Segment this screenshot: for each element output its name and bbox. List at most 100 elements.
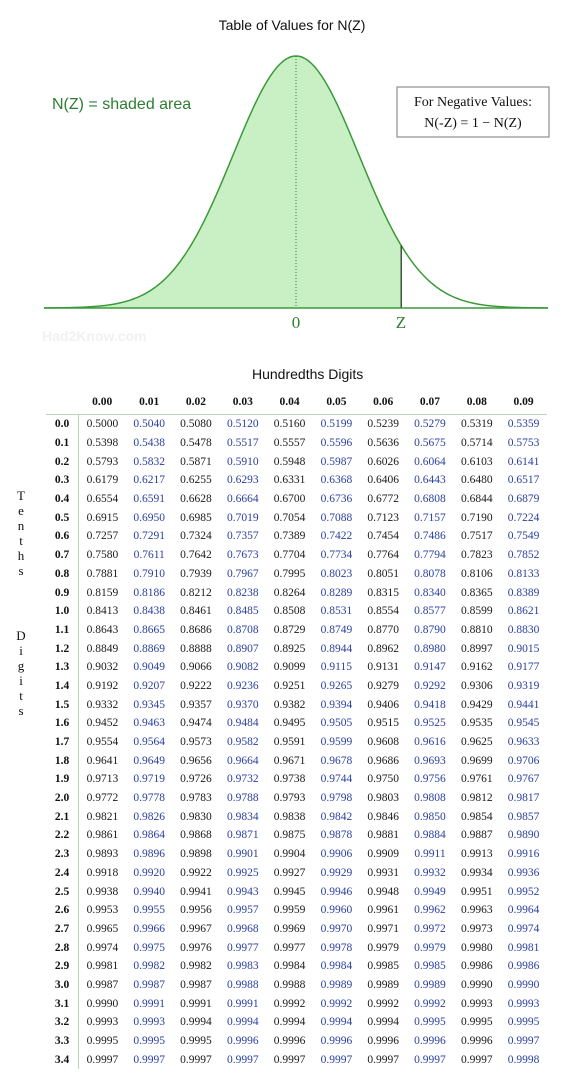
side-letter: D xyxy=(16,628,26,643)
table-cell: 0.9927 xyxy=(273,866,306,879)
table-row: 0.6 0.7257 0.7291 0.7324 0.7357 0.7389 0.7422 0… xyxy=(46,527,547,546)
corner-cell xyxy=(46,390,79,415)
table-cell: 0.7190 xyxy=(460,511,493,524)
table-cell: 0.9306 xyxy=(460,679,493,692)
table-cell: 0.9871 xyxy=(226,829,259,842)
table-cell: 0.9906 xyxy=(320,848,353,861)
table-cell: 0.9854 xyxy=(460,810,493,823)
table-cell: 0.6772 xyxy=(367,493,399,506)
table-cell: 0.8665 xyxy=(133,623,165,636)
side-letter: i xyxy=(19,643,23,658)
table-cell: 0.9922 xyxy=(180,866,212,879)
table-cell: 0.9772 xyxy=(86,792,119,805)
table-cell: 0.9974 xyxy=(86,941,119,954)
shaded-area-label: N(Z) = shaded area xyxy=(52,96,191,113)
row-header: 2.6 xyxy=(46,900,79,920)
table-cell: 0.9987 xyxy=(133,978,165,991)
table-cell: 0.9996 xyxy=(414,1035,446,1048)
table-cell: 0.8238 xyxy=(226,586,259,599)
table-cell: 0.9535 xyxy=(460,717,493,730)
table-row: 3.1 0.9990 0.9991 0.9991 0.9991 0.9992 0.9992 0… xyxy=(46,994,547,1013)
row-header: 1.7 xyxy=(46,732,79,752)
table-row: 0.2 0.5793 0.5832 0.5871 0.5910 0.5948 0.5987 0… xyxy=(46,452,547,472)
table-cell: 0.9783 xyxy=(180,792,212,805)
side-letter: s xyxy=(18,703,24,718)
table-cell: 0.9887 xyxy=(460,829,493,842)
table-cell: 0.9985 xyxy=(367,960,399,973)
axis-z-label: Z xyxy=(396,313,406,332)
table-cell: 0.9994 xyxy=(367,1016,399,1029)
column-header: 0.00 xyxy=(92,396,113,408)
table-cell: 0.9911 xyxy=(414,848,446,861)
table-cell: 0.6331 xyxy=(273,474,306,487)
table-cell: 0.9994 xyxy=(226,1016,259,1029)
table-cell: 0.9957 xyxy=(226,904,259,917)
table-cell: 0.9932 xyxy=(414,866,446,879)
table-cell: 0.6844 xyxy=(460,493,493,506)
table-cell: 0.9898 xyxy=(180,848,212,861)
page-title: Table of Values for N(Z) xyxy=(219,17,366,33)
row-header: 1.8 xyxy=(46,751,79,771)
row-header: 2.4 xyxy=(46,863,79,883)
table-cell: 0.9319 xyxy=(507,679,540,692)
table-cell: 0.9960 xyxy=(320,904,353,917)
table-cell: 0.9896 xyxy=(133,848,165,861)
table-cell: 0.9798 xyxy=(320,792,353,805)
column-header: 0.07 xyxy=(419,396,441,408)
table-cell: 0.9633 xyxy=(507,736,540,749)
table-cell: 0.9993 xyxy=(133,1016,165,1029)
table-body: 0.0 0.5000 0.5040 0.5080 0.5120 0.5160 0.5199 0… xyxy=(46,413,547,1070)
side-letter: g xyxy=(17,658,25,673)
table-cell: 0.5438 xyxy=(133,437,165,450)
table-cell: 0.7224 xyxy=(507,511,540,524)
table-cell: 0.9778 xyxy=(133,792,165,805)
table-cell: 0.9131 xyxy=(367,661,399,674)
table-cell: 0.9995 xyxy=(86,1035,119,1048)
table-cell: 0.9995 xyxy=(414,1016,446,1029)
table-cell: 0.9989 xyxy=(414,978,446,991)
table-row: 2.7 0.9965 0.9966 0.9967 0.9968 0.9969 0.9970 0… xyxy=(46,919,547,939)
table-cell: 0.9292 xyxy=(414,679,446,692)
table-cell: 0.9236 xyxy=(226,679,259,692)
row-header: 2.9 xyxy=(46,956,79,976)
table-cell: 0.7580 xyxy=(86,549,119,562)
table-cell: 0.9857 xyxy=(507,810,540,823)
table-cell: 0.7704 xyxy=(273,549,306,562)
table-cell: 0.9945 xyxy=(273,885,306,898)
table-row: 2.6 0.9953 0.9955 0.9956 0.9957 0.9959 0.9960 0… xyxy=(46,900,547,920)
table-cell: 0.8365 xyxy=(460,586,493,599)
table-cell: 0.9625 xyxy=(460,736,493,749)
table-cell: 0.9251 xyxy=(273,679,306,692)
table-row: 1.9 0.9713 0.9719 0.9726 0.9732 0.9738 0.9744 0… xyxy=(46,770,547,789)
table-cell: 0.7881 xyxy=(86,567,119,580)
table-cell: 0.9693 xyxy=(414,754,446,767)
table-cell: 0.9115 xyxy=(320,661,352,674)
table-cell: 0.9929 xyxy=(320,866,353,879)
table-cell: 0.6591 xyxy=(133,493,165,506)
table-row: 0.0 0.5000 0.5040 0.5080 0.5120 0.5160 0.5199 0… xyxy=(46,413,547,434)
table-cell: 0.9981 xyxy=(507,941,540,954)
column-header: 0.05 xyxy=(326,396,347,408)
table-cell: 0.6443 xyxy=(414,474,446,487)
table-cell: 0.5160 xyxy=(266,413,313,434)
row-header: 0.3 xyxy=(46,471,79,490)
table-cell: 0.9992 xyxy=(273,997,306,1010)
table-cell: 0.9222 xyxy=(180,679,212,692)
table-cell: 0.9982 xyxy=(180,960,212,973)
table-cell: 0.9987 xyxy=(180,978,212,991)
side-letter: t xyxy=(19,533,23,548)
table-cell: 0.5832 xyxy=(133,455,165,468)
table-cell: 0.9976 xyxy=(180,941,212,954)
table-cell: 0.8888 xyxy=(180,642,212,655)
table-cell: 0.9099 xyxy=(273,661,306,674)
table-cell: 0.9996 xyxy=(367,1035,399,1048)
side-letter: e xyxy=(18,503,24,518)
table-cell: 0.9988 xyxy=(273,978,306,991)
table-cell: 0.7157 xyxy=(414,511,446,524)
table-cell: 0.8554 xyxy=(367,605,399,618)
table-cell: 0.9545 xyxy=(507,717,540,730)
table-cell: 0.9964 xyxy=(507,904,540,917)
table-row: 2.0 0.9772 0.9778 0.9783 0.9788 0.9793 0.9798 0… xyxy=(46,788,547,808)
table-cell: 0.8051 xyxy=(367,567,399,580)
